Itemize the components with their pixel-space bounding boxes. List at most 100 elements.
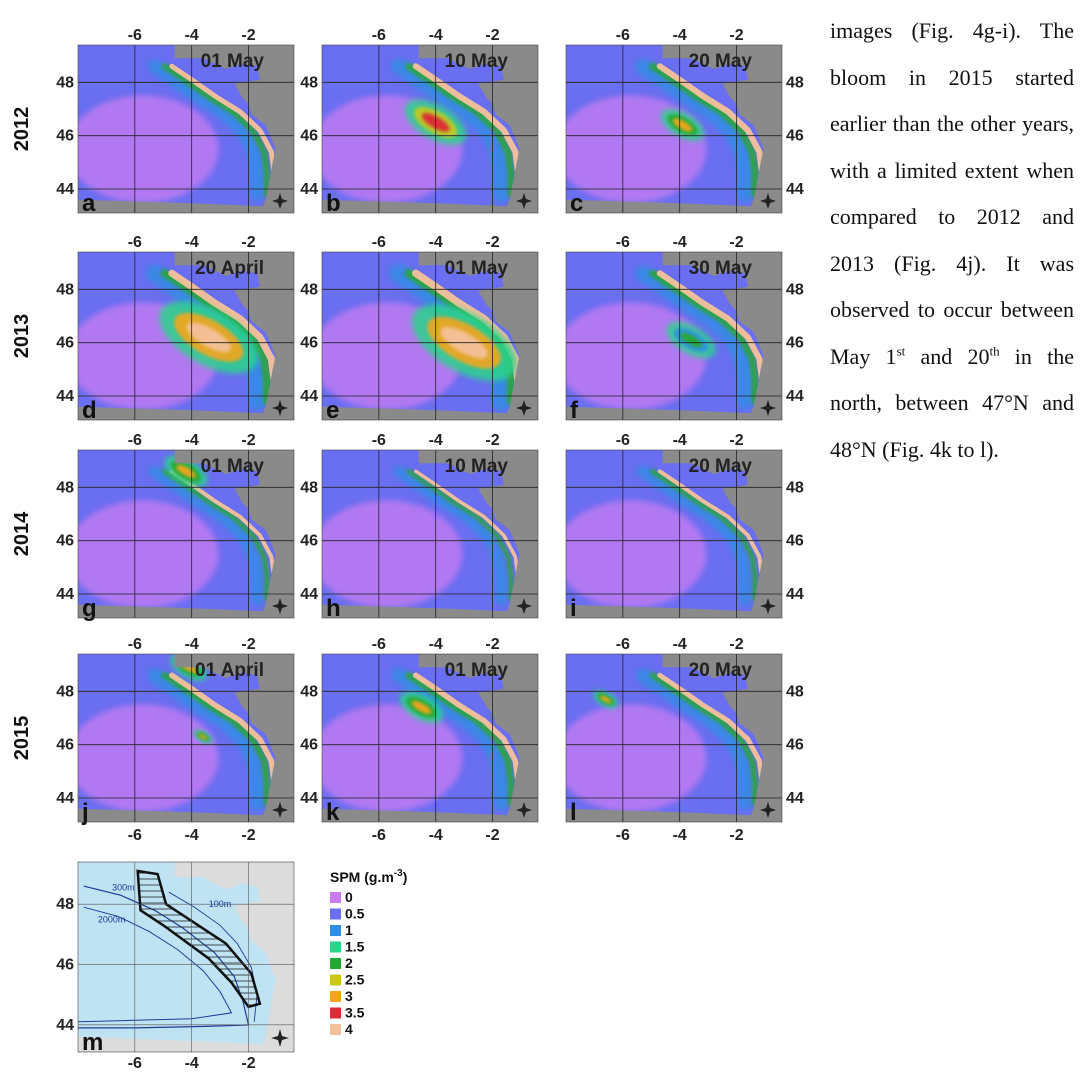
north-star-icon [760, 400, 776, 416]
legend-swatch [330, 941, 341, 953]
x-tick-label-bottom: -4 [429, 827, 443, 844]
panel-letter-j: j [81, 799, 89, 826]
north-star-icon [760, 193, 776, 209]
y-tick-label: 46 [786, 533, 804, 550]
figure-4-spm-maps: 2012 01 May a -6 -4 -2 48 46 44 10 May b -6 -4 -2 48 46… [11, 27, 804, 1072]
x-tick-label: -6 [128, 1055, 142, 1072]
y-tick-label: 48 [786, 281, 804, 298]
x-tick-label: -4 [673, 636, 687, 653]
year-label-2013: 2013 [11, 314, 33, 359]
y-tick-label: 48 [300, 479, 318, 496]
y-tick-label: 46 [56, 335, 74, 352]
panel-letter-g: g [82, 595, 97, 622]
paragraph-text-3: in the north, between 47°N and 48°N (Fig… [830, 343, 1075, 462]
x-tick-label: -2 [241, 27, 255, 44]
land-mask [566, 252, 782, 420]
x-tick-label: -2 [729, 432, 743, 449]
y-tick-label: 44 [56, 1017, 74, 1034]
x-tick-label: -6 [372, 27, 386, 44]
panel-letter-a: a [82, 190, 96, 217]
y-tick-label: 48 [56, 683, 74, 700]
bloom-core [176, 464, 196, 478]
x-tick-label: -2 [241, 234, 255, 251]
legend-title: SPM (g.m-3) [330, 868, 407, 885]
map-date-d: 20 April [195, 258, 264, 279]
map-date-b: 10 May [445, 51, 509, 72]
y-tick-label: 44 [56, 388, 74, 405]
x-tick-label: -4 [185, 1055, 199, 1072]
x-tick-label: -6 [128, 636, 142, 653]
land-mask [78, 654, 294, 822]
map-date-g: 01 May [201, 456, 265, 477]
y-tick-label: 46 [786, 128, 804, 145]
x-tick-label: -2 [729, 234, 743, 251]
panel-letter-m: m [82, 1029, 103, 1056]
y-tick-label: 46 [300, 335, 318, 352]
land-mask [322, 45, 538, 213]
panel-letter-d: d [82, 397, 97, 424]
land-mask [322, 252, 538, 420]
y-tick-label: 44 [786, 586, 804, 603]
bathy-land [78, 862, 294, 1052]
map-date-i: 20 May [689, 456, 753, 477]
map-date-l: 20 May [689, 660, 753, 681]
x-tick-label: -6 [616, 27, 630, 44]
y-tick-label: 44 [56, 586, 74, 603]
legend-swatch [330, 991, 341, 1002]
y-tick-label: 48 [786, 479, 804, 496]
map-panel-g: 01 May g -6 -4 -2 48 46 44 [56, 432, 295, 622]
map-date-e: 01 May [445, 258, 509, 279]
panel-letter-k: k [326, 799, 340, 826]
x-tick-label-bottom: -6 [372, 827, 386, 844]
y-tick-label: 48 [56, 479, 74, 496]
map-date-c: 20 May [689, 51, 753, 72]
land-mask [566, 654, 782, 822]
y-tick-label: 48 [300, 74, 318, 91]
x-tick-label-bottom: -4 [673, 827, 687, 844]
land-mask [78, 450, 294, 618]
map-panel-h: 10 May h -6 -4 -2 48 46 44 [300, 432, 539, 622]
north-star-icon [760, 802, 776, 818]
panel-letter-l: l [570, 799, 577, 826]
y-tick-label: 46 [300, 533, 318, 550]
superscript-th: th [989, 343, 1000, 359]
map-panel-l: 20 May l -6 -4 -2 48 46 44 [565, 636, 804, 826]
north-star-icon [516, 598, 532, 614]
north-star-icon [272, 400, 288, 416]
panel-letter-h: h [326, 595, 341, 622]
map-panel-f: 30 May f -6 -4 -2 48 46 44 [565, 234, 804, 424]
y-tick-label: 44 [300, 181, 318, 198]
x-tick-label: -4 [429, 432, 443, 449]
map-date-h: 10 May [445, 456, 509, 477]
north-star-icon [271, 1029, 289, 1047]
x-tick-label: -6 [372, 432, 386, 449]
y-tick-label: 44 [300, 388, 318, 405]
y-tick-label: 46 [300, 128, 318, 145]
legend-label: 2.5 [345, 972, 365, 988]
isobath-label: 2000m [98, 914, 126, 924]
bloom-core [679, 332, 703, 348]
y-tick-label: 46 [786, 335, 804, 352]
y-tick-label: 46 [56, 737, 74, 754]
x-tick-label: -2 [729, 27, 743, 44]
x-tick-label: -4 [185, 432, 199, 449]
year-label-2012: 2012 [11, 107, 33, 152]
x-tick-label: -2 [485, 432, 499, 449]
y-tick-label: 46 [56, 128, 74, 145]
paragraph-text-2: and 20 [905, 343, 990, 369]
x-tick-label: -4 [673, 27, 687, 44]
y-tick-label: 48 [786, 74, 804, 91]
panel-letter-i: i [570, 595, 577, 622]
study-area-polygon [136, 869, 262, 1009]
legend-label: 3.5 [345, 1005, 365, 1021]
y-tick-label: 44 [300, 586, 318, 603]
legend-label: 1 [345, 922, 353, 938]
map-date-a: 01 May [201, 51, 265, 72]
legend-swatch [330, 925, 341, 936]
x-tick-label-bottom: -6 [616, 827, 630, 844]
x-tick-label-bottom: -2 [729, 827, 743, 844]
legend-swatch [330, 892, 341, 903]
panel-letter-f: f [570, 397, 579, 424]
y-tick-label: 44 [56, 181, 74, 198]
x-tick-label-bottom: -6 [128, 827, 142, 844]
